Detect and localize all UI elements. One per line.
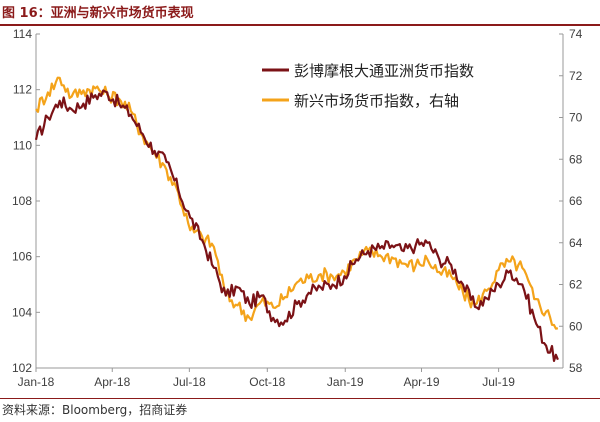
source-note: 资料来源：Bloomberg，招商证券 [2, 403, 188, 417]
series-layer [34, 76, 559, 362]
right-tick-label: 62 [569, 278, 583, 292]
x-tick-label: Apr-18 [94, 375, 130, 389]
legend-label: 新兴市场货币指数，右轴 [294, 92, 459, 110]
footer-rule [0, 398, 600, 399]
plot-frame [35, 34, 564, 369]
left-tick-label: 110 [13, 138, 32, 152]
left-tick-label: 114 [13, 27, 32, 41]
left-tick-label: 104 [12, 305, 32, 319]
right-tick-label: 66 [569, 194, 583, 208]
x-tick-label: Oct-18 [249, 375, 285, 389]
x-tick-label: Jan-19 [327, 375, 364, 389]
right-tick-label: 68 [569, 152, 583, 166]
figure-title: 图 16：亚洲与新兴市场货币表现 [2, 6, 194, 21]
legend-label: 彭博摩根大通亚洲货币指数 [294, 62, 474, 80]
right-tick-label: 74 [569, 27, 583, 41]
series-line-em-currency-index [35, 76, 559, 330]
left-tick-label: 106 [12, 250, 32, 264]
left-tick-label: 102 [12, 361, 32, 375]
x-tick-label: Apr-19 [403, 375, 439, 389]
left-tick-label: 112 [13, 83, 32, 97]
right-tick-label: 60 [569, 319, 583, 333]
x-axis-ticks: Jan-18 Apr-18 Jul-18 Oct-18 Jan-19 Apr-19 Jul-… [18, 368, 515, 389]
x-tick-label: Jan-18 [18, 375, 55, 389]
x-tick-label: Jul-19 [482, 375, 515, 389]
right-axis-ticks: 58 60 62 64 66 68 70 72 74 [559, 27, 583, 375]
right-tick-label: 58 [569, 361, 583, 375]
left-tick-label: 108 [12, 194, 32, 208]
series-line-asia-currency-index [34, 89, 559, 362]
right-tick-label: 72 [569, 69, 583, 83]
right-tick-label: 64 [569, 236, 583, 250]
right-tick-label: 70 [569, 111, 583, 125]
x-tick-label: Jul-18 [173, 375, 206, 389]
title-rule [0, 24, 600, 26]
left-axis-ticks: 102 104 106 108 110 112 114 [12, 27, 40, 375]
